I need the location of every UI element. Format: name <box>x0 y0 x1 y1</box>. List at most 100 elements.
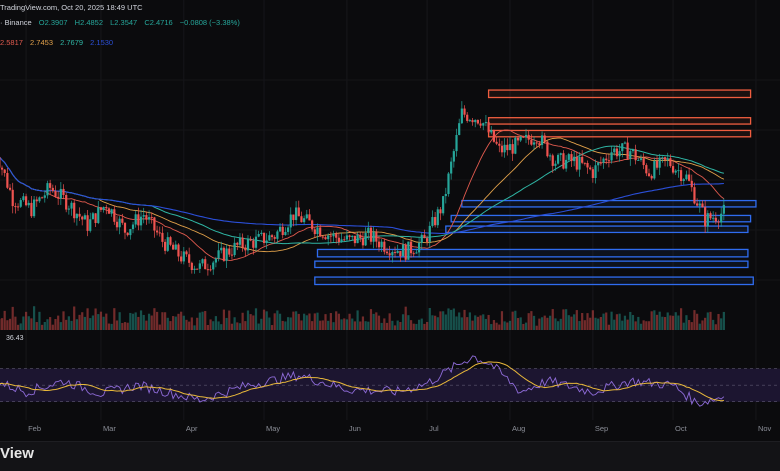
candle-body <box>185 251 187 254</box>
candle-body <box>86 215 88 231</box>
candle-body <box>635 149 637 160</box>
ma4-value: 2.1530 <box>90 38 113 47</box>
volume-bar <box>651 311 653 330</box>
candle-body <box>699 204 701 206</box>
candle-body <box>640 158 642 160</box>
volume-bar <box>659 312 661 330</box>
candle-body <box>560 153 562 155</box>
volume-bar <box>137 317 139 330</box>
candle-body <box>517 138 519 141</box>
volume-bar <box>699 324 701 330</box>
candle-body <box>327 236 329 240</box>
candle-body <box>73 203 75 218</box>
volume-bar <box>696 314 698 330</box>
x-tick-label: Sep <box>595 424 608 433</box>
candle-body <box>463 109 465 115</box>
candle-body <box>680 170 682 181</box>
candle-body <box>661 157 663 158</box>
candle-body <box>188 254 190 263</box>
candle-body <box>498 144 500 146</box>
candle-body <box>383 242 385 252</box>
candle-body <box>290 215 292 228</box>
volume-bar <box>487 315 489 330</box>
volume-bar <box>546 318 548 330</box>
volume-bar <box>437 317 439 330</box>
volume-bar <box>12 307 14 330</box>
volume-bar <box>635 321 637 330</box>
candle-body <box>268 235 270 240</box>
volume-bar <box>693 310 695 330</box>
candle-body <box>108 208 110 213</box>
volume-bar <box>423 324 425 330</box>
candle-body <box>57 197 59 199</box>
volume-bar <box>140 310 142 330</box>
candle-body <box>306 214 308 218</box>
volume-bar <box>60 322 62 330</box>
volume-bar <box>504 321 506 330</box>
x-tick-label: Feb <box>28 424 41 433</box>
volume-bar <box>661 317 663 330</box>
volume-bar <box>338 314 340 330</box>
volume-bar <box>116 320 118 330</box>
candle-body <box>410 242 412 254</box>
candle-body <box>103 207 105 210</box>
volume-bar <box>479 315 481 330</box>
candle-body <box>65 195 67 210</box>
candle-body <box>322 237 324 238</box>
volume-bar <box>167 318 169 330</box>
candle-body <box>84 215 86 219</box>
open-value: O2.3907 <box>39 18 68 27</box>
volume-bar <box>340 319 342 330</box>
volume-bar <box>410 320 412 330</box>
candle-body <box>437 209 439 225</box>
candle-body <box>624 143 626 144</box>
volume-bar <box>407 315 409 330</box>
volume-bar <box>447 308 449 330</box>
volume-bar <box>268 318 270 330</box>
candle-body <box>375 232 377 242</box>
candle-body <box>493 130 495 142</box>
candle-body <box>183 251 185 261</box>
candle-body <box>330 236 332 237</box>
candle-body <box>709 213 711 218</box>
candle-body <box>255 237 257 248</box>
volume-bar <box>287 317 289 330</box>
supply-zone <box>489 90 751 97</box>
volume-bar <box>356 310 358 330</box>
volume-bar <box>143 315 145 330</box>
volume-bar <box>223 310 225 330</box>
candle-body <box>228 249 230 255</box>
candle-body <box>220 248 222 251</box>
brand-logo: View <box>0 445 34 462</box>
candle-body <box>506 145 508 150</box>
candle-body <box>52 188 54 191</box>
candle-body <box>621 143 623 151</box>
candle-body <box>1 168 3 170</box>
demand-zone <box>462 201 756 207</box>
volume-bar <box>533 316 535 330</box>
volume-bar <box>113 308 115 330</box>
candle-body <box>552 155 554 166</box>
candle-body <box>348 235 350 237</box>
candle-body <box>485 122 487 123</box>
candle-body <box>407 242 409 260</box>
candle-body <box>637 160 639 161</box>
volume-bar <box>78 315 80 330</box>
volume-bar <box>474 315 476 330</box>
candle-body <box>252 241 254 248</box>
volume-bar <box>399 322 401 330</box>
volume-bar <box>413 324 415 330</box>
volume-bar <box>20 323 22 330</box>
volume-bar <box>621 321 623 330</box>
x-tick-label: Oct <box>675 424 688 433</box>
candle-body <box>17 206 19 207</box>
volume-bar <box>397 321 399 330</box>
volume-bar <box>610 312 612 330</box>
volume-bar <box>255 308 257 330</box>
volume-bar <box>723 312 725 330</box>
volume-bar <box>402 314 404 330</box>
candle-body <box>298 207 300 216</box>
x-tick-label: Apr <box>186 424 198 433</box>
candle-body <box>688 175 690 181</box>
candle-body <box>164 242 166 251</box>
